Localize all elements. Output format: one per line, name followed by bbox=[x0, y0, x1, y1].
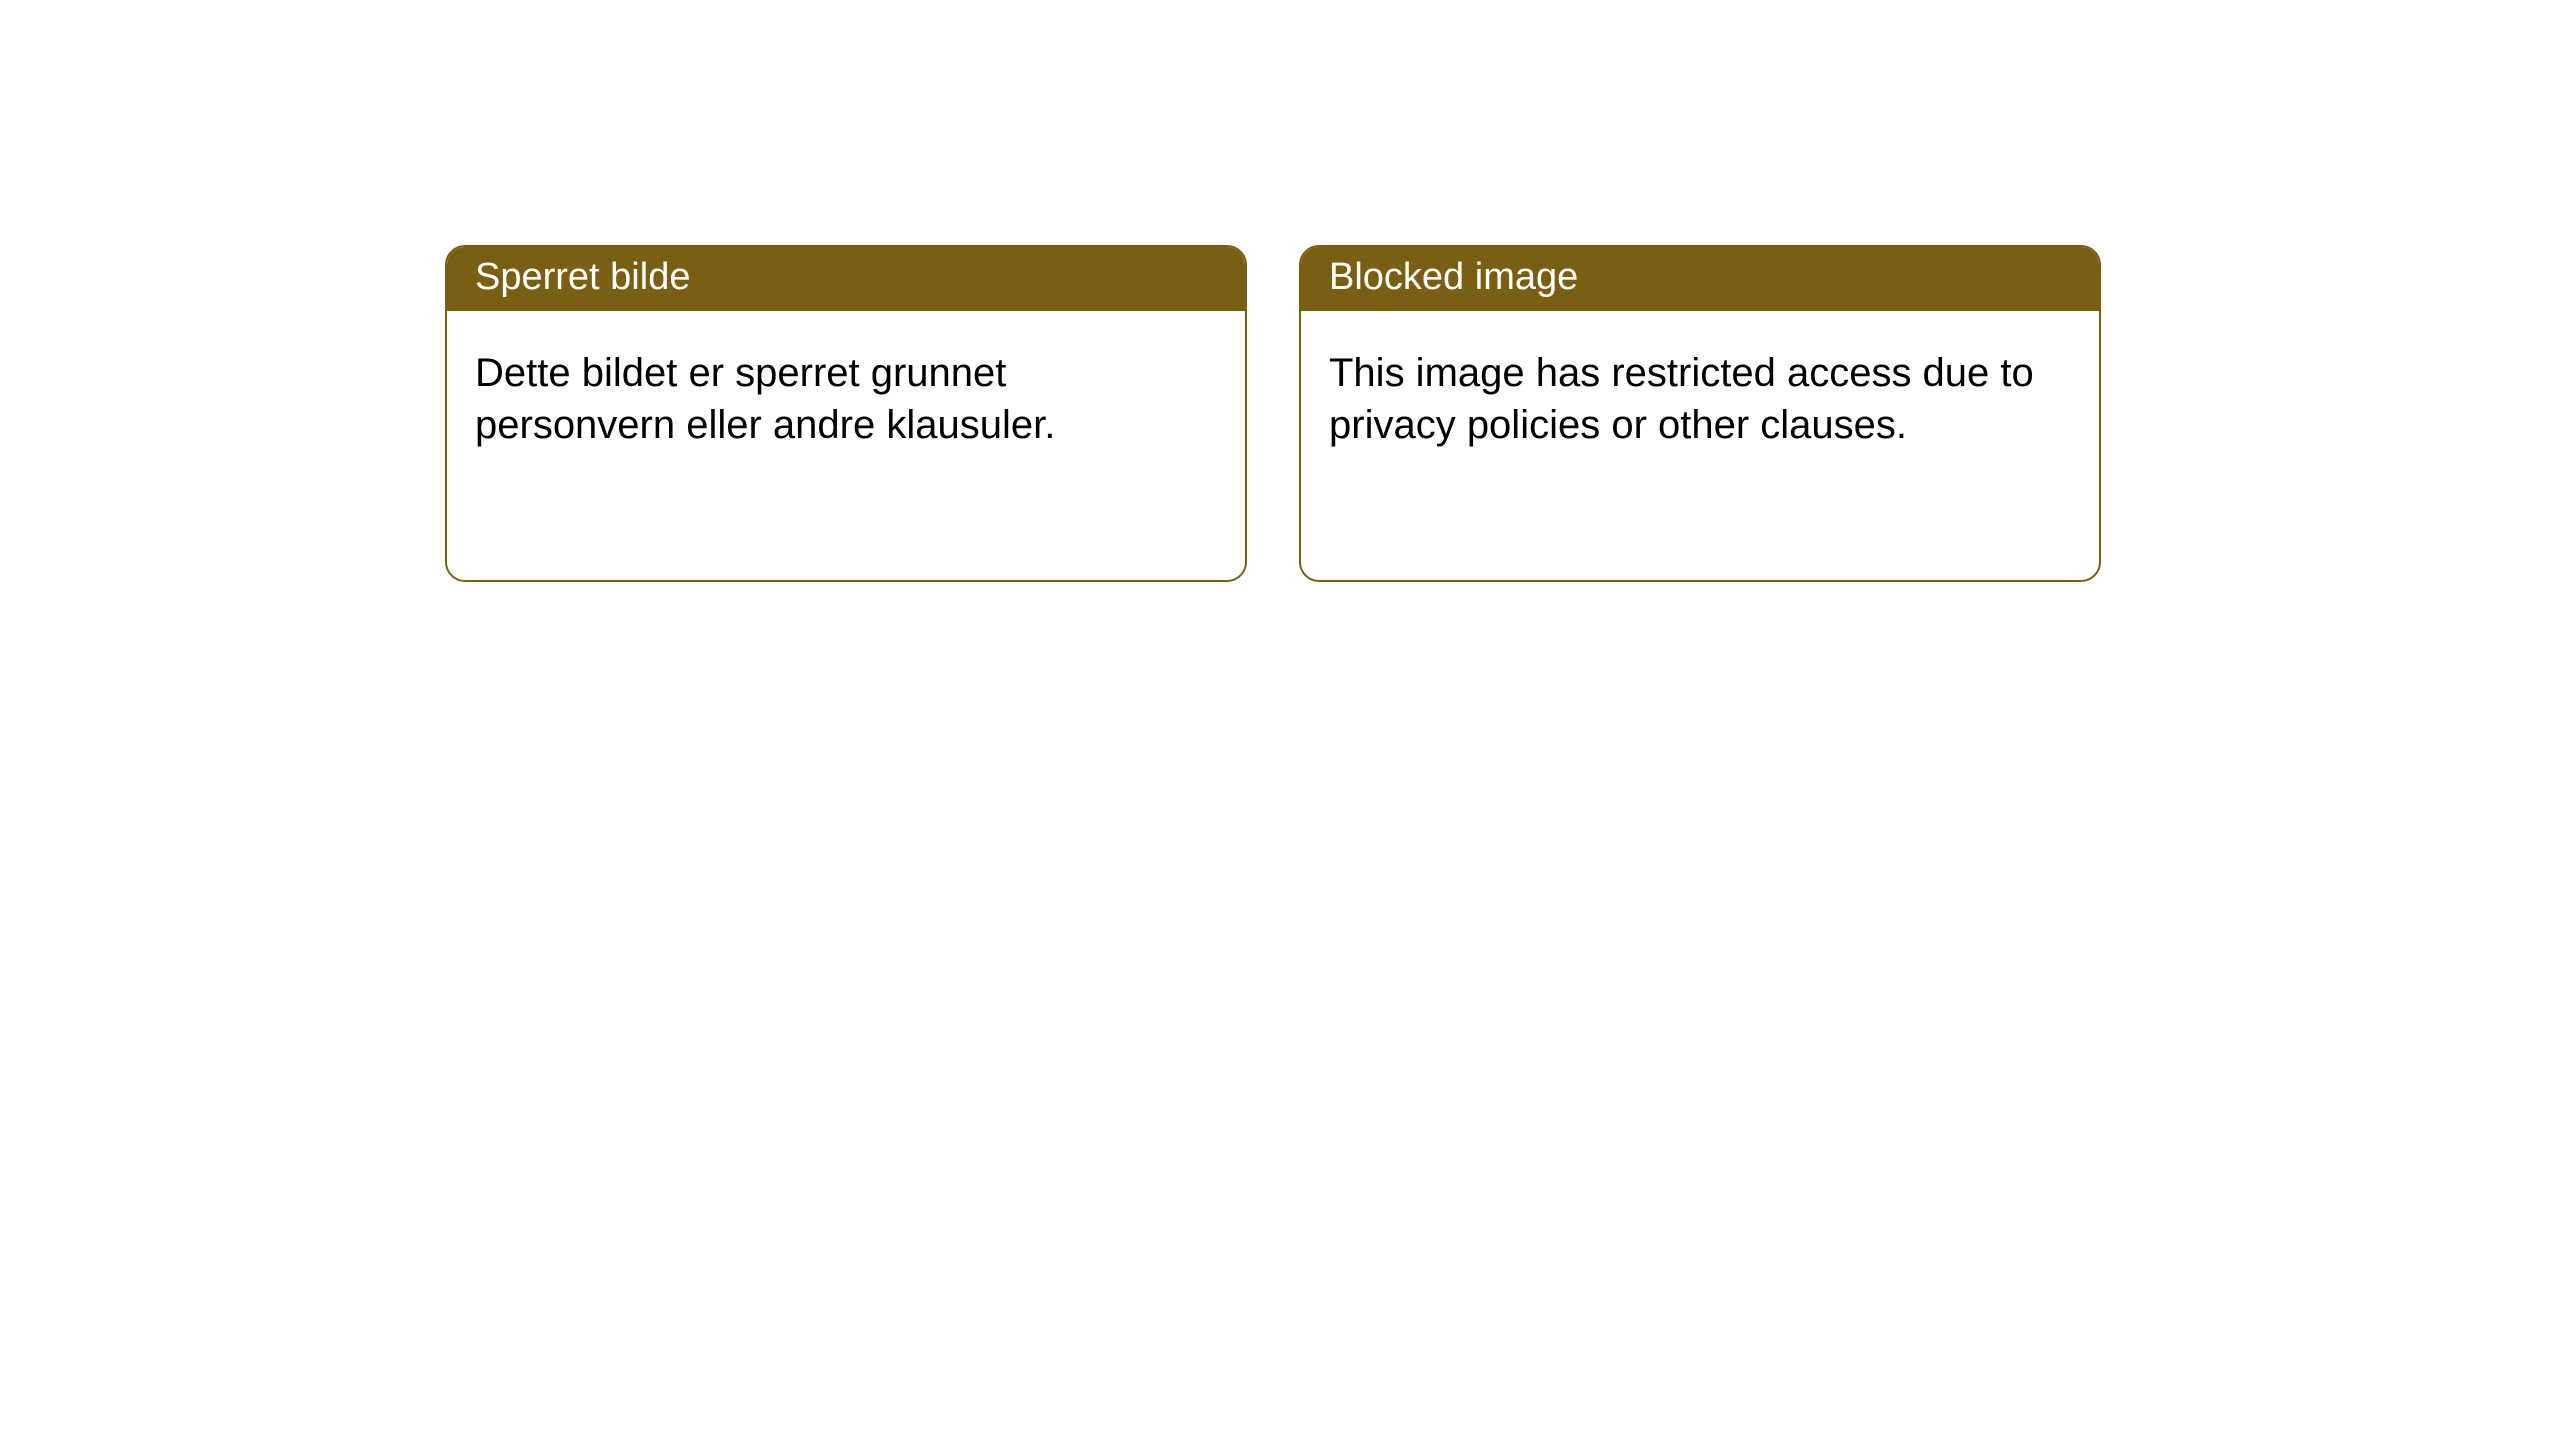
blocked-image-card-english: Blocked image This image has restricted … bbox=[1299, 245, 2101, 582]
card-title: Blocked image bbox=[1301, 247, 2099, 311]
blocked-image-card-norwegian: Sperret bilde Dette bildet er sperret gr… bbox=[445, 245, 1247, 582]
notice-container: Sperret bilde Dette bildet er sperret gr… bbox=[0, 0, 2560, 582]
card-title: Sperret bilde bbox=[447, 247, 1245, 311]
card-body-text: This image has restricted access due to … bbox=[1301, 311, 2099, 479]
card-body-text: Dette bildet er sperret grunnet personve… bbox=[447, 311, 1245, 479]
